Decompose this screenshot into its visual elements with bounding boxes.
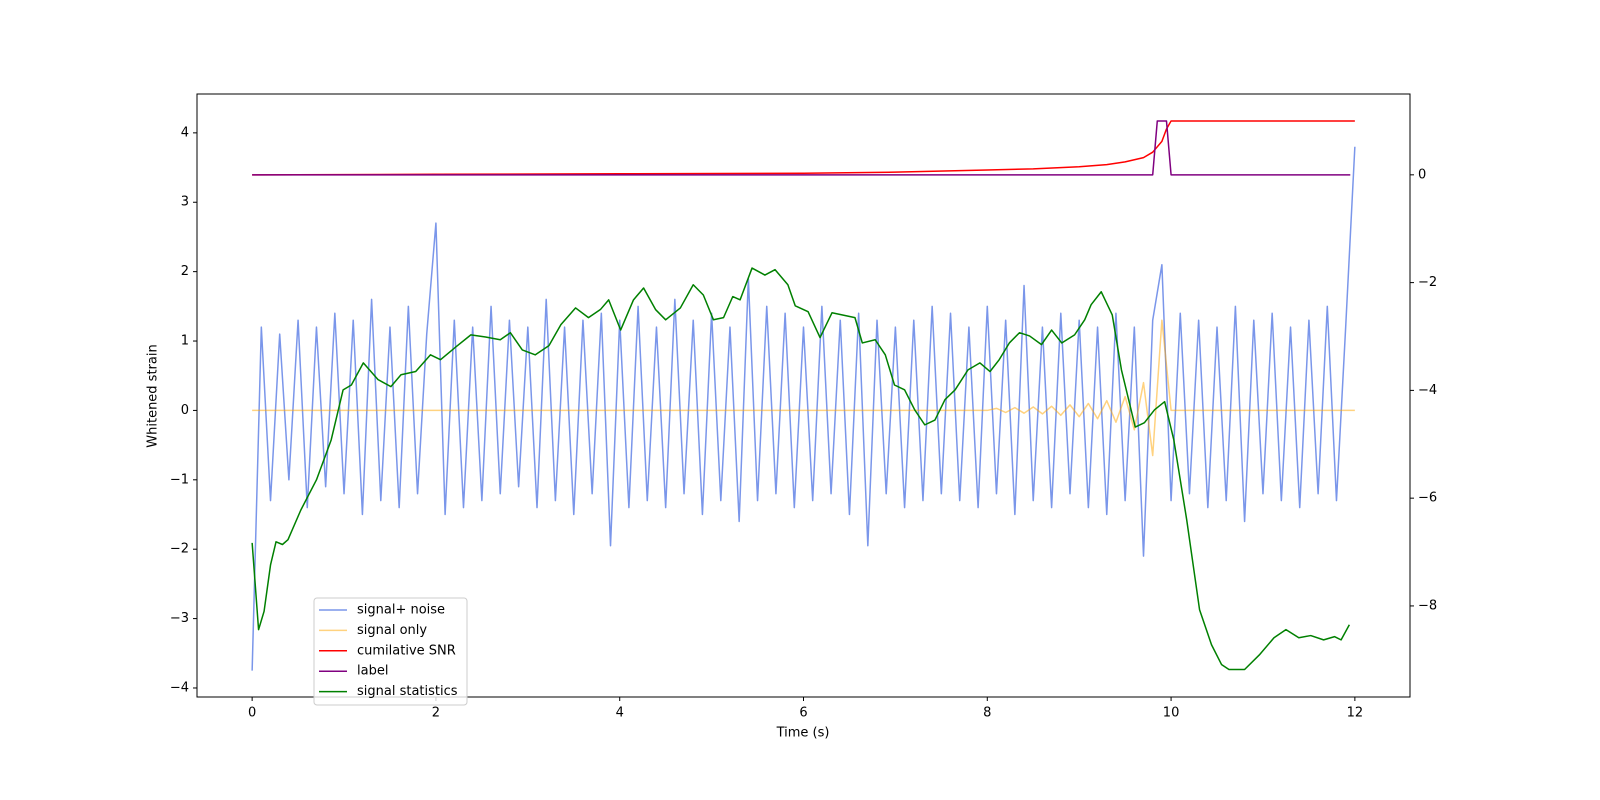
x-axis-label: Time (s) <box>776 726 830 741</box>
series-line <box>251 267 1351 671</box>
y2-tick-label: −2 <box>1418 275 1437 290</box>
legend-box <box>313 597 468 706</box>
y2-tick-label: −6 <box>1418 491 1437 506</box>
y-tick-label: 2 <box>181 264 189 279</box>
series-line <box>252 319 1355 457</box>
x-tick-label: 2 <box>432 706 440 721</box>
y2-tick-label: −4 <box>1418 383 1437 398</box>
series-line <box>251 146 1356 671</box>
x-tick-label: 6 <box>799 706 807 721</box>
x-tick-label: 4 <box>616 706 624 721</box>
x-tick-label: 0 <box>248 706 256 721</box>
x-tick-label: 12 <box>1347 706 1364 721</box>
y2-tick-label: −8 <box>1418 598 1437 613</box>
series-line <box>252 120 1355 176</box>
y-tick-label: 0 <box>181 403 189 418</box>
legend-label: label <box>357 664 388 679</box>
legend-label: cumilative SNR <box>357 643 456 658</box>
series-line <box>252 120 1351 176</box>
y-tick-label: −2 <box>170 542 189 557</box>
y-tick-label: −1 <box>170 472 189 487</box>
y-axis-label: Whitened strain <box>146 344 161 447</box>
plot-frame <box>196 93 1411 698</box>
y-tick-label: 1 <box>181 334 189 349</box>
legend-label: signal+ noise <box>357 603 445 618</box>
y-tick-label: 3 <box>181 195 189 210</box>
x-tick-label: 10 <box>1163 706 1180 721</box>
y-tick-label: 4 <box>181 125 189 140</box>
legend: signal+ noise signal only cumilative SNR la… <box>313 597 468 706</box>
legend-label: signal statistics <box>357 684 458 699</box>
y-tick-label: −3 <box>170 611 189 626</box>
y-tick-label: −4 <box>170 680 189 695</box>
y2-tick-label: 0 <box>1418 167 1426 182</box>
x-tick-label: 8 <box>983 706 991 721</box>
legend-label: signal only <box>357 623 427 638</box>
